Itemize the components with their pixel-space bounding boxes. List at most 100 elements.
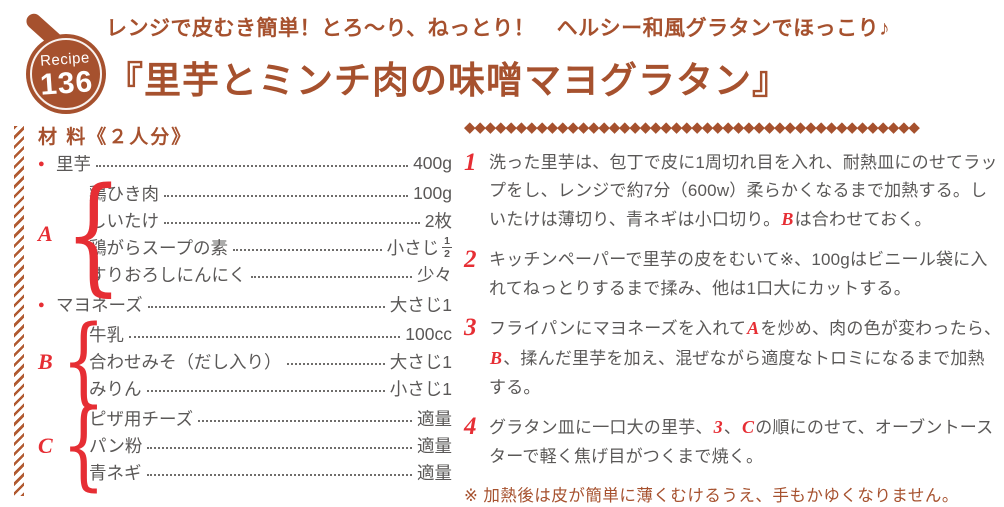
dotted-leader — [286, 363, 385, 365]
ingredient-name: 鶏ひき肉 — [89, 184, 159, 204]
ingredient-group-side: C{ — [38, 397, 105, 493]
ingredient-amount: 適量 — [417, 409, 452, 429]
bullet-icon: ● — [38, 298, 45, 311]
ingredient-row: みりん 小さじ1 — [89, 375, 452, 402]
step-text-segment: フライパンにマヨネーズを入れて — [489, 318, 747, 338]
badge-number: 136 — [39, 64, 95, 102]
ingredient-group: A{鶏ひき肉 100g しいたけ 2枚鶏がらスープの素 小さじ 1 2 すりおろしにんにく 少々 — [38, 171, 452, 298]
step-text: 洗った里芋は、包丁で皮に1周切れ目を入れ、耐熱皿にのせてラップをし、レンジで約7… — [489, 149, 1002, 235]
ingredients-section: 材 料《２人分》 ● 里芋 400g A{鶏ひき肉 100g しいたけ 2枚 鶏がらスープの素… — [14, 122, 452, 496]
step-text-segment: 、揉んだ里芋を加え、混ぜながら適度なトロミになるまで加熱する。 — [489, 348, 985, 397]
ingredient-amount: 100g — [413, 183, 452, 203]
recipe-tagline: レンジで皮むき簡単！とろ〜り、ねっとり！ ヘルシー和風グラタンでほっこり♪ — [106, 17, 891, 40]
step-text-segment: キッチンペーパーで里芋の皮をむいて※、100gはビニール袋に入れてねっとりするま… — [489, 250, 988, 298]
dotted-leader — [164, 195, 409, 197]
ingredient-amount: 100cc — [405, 324, 452, 344]
step-reference: C — [742, 416, 755, 437]
dotted-leader — [164, 222, 420, 224]
ingredient-amount: 大さじ1 — [389, 295, 452, 315]
dotted-leader — [147, 447, 412, 449]
recipe-step: 2 キッチンペーパーで里芋の皮をむいて※、100gはビニール袋に入れてねっとりする… — [464, 246, 1002, 302]
ingredient-name: 鶏がらスープの素 — [89, 238, 228, 258]
ingredient-amount: 適量 — [417, 436, 452, 456]
fraction-denominator: 2 — [442, 247, 452, 260]
diamond-divider-top: ◆◆◆◆◆◆◆◆◆◆◆◆◆◆◆◆◆◆◆◆◆◆◆◆◆◆◆◆◆◆◆◆◆◆◆◆◆◆◆◆… — [464, 120, 920, 136]
ingredient-name: すりおろしにんにく — [89, 265, 247, 285]
step-text-segment: を炒め、肉の色が変わったら、 — [760, 318, 1002, 338]
step-text: キッチンペーパーで里芋の皮をむいて※、100gはビニール袋に入れてねっとりするま… — [489, 246, 1002, 302]
recipe-step: 1 洗った里芋は、包丁で皮に1周切れ目を入れ、耐熱皿にのせてラップをし、レンジで約… — [464, 149, 1002, 235]
dotted-leader — [146, 390, 385, 392]
recipe-number-badge: Recipe 136 — [10, 2, 116, 118]
ingredient-row: 鶏がらスープの素 小さじ 1 2 — [89, 234, 452, 261]
step-reference: A — [747, 317, 760, 338]
ingredient-list: ● 里芋 400g A{鶏ひき肉 100g しいたけ 2枚 鶏がらスープの素 小さじ 1 2 すりおろ… — [38, 150, 452, 493]
ingredient-name: ピザ用チーズ — [89, 409, 194, 429]
recipe-step: 3 フライパンにマヨネーズを入れてAを炒め、肉の色が変わったら、 B、揉んだ里芋を加… — [464, 314, 1002, 402]
striped-border — [14, 126, 24, 496]
ingredient-group-rows: ピザ用チーズ 適量 パン粉 適量 青ネギ 適量 — [89, 405, 452, 486]
step-text-segment: グラタン皿に一口大の里芋、 — [489, 417, 713, 437]
step-text: フライパンにマヨネーズを入れてAを炒め、肉の色が変わったら、 B、揉んだ里芋を加え… — [489, 314, 1002, 402]
ingredient-amount: 大さじ1 — [389, 352, 452, 372]
steps-list: 1 洗った里芋は、包丁で皮に1周切れ目を入れ、耐熱皿にのせてラップをし、レンジで約… — [464, 149, 1002, 471]
step-text-segment: 、 — [723, 417, 742, 437]
brace-icon: { — [61, 305, 106, 417]
ingredient-name: 合わせみそ（だし入り） — [89, 352, 282, 372]
fraction-numerator: 1 — [444, 234, 450, 247]
ingredient-group-side: B{ — [38, 313, 105, 409]
brace-icon: { — [61, 389, 106, 501]
ingredient-name: パン粉 — [89, 436, 143, 456]
group-label: A — [38, 221, 53, 246]
ingredient-row: パン粉 適量 — [89, 432, 452, 459]
step-text-segment: の順にのせて、オーブントースターで軽く焦げ目がつくまで焼く。 — [489, 417, 994, 466]
ingredient-amount: 適量 — [417, 463, 452, 483]
dotted-leader — [198, 420, 412, 422]
step-number: 1 — [464, 149, 477, 176]
ingredient-amount: 400g — [413, 153, 452, 173]
footnote: ※ 加熱後は皮が簡単に薄くむけるうえ、手もかゆくなりません。 — [464, 486, 959, 505]
step-reference: B — [781, 209, 794, 230]
step-number: 2 — [464, 246, 477, 274]
ingredient-amount: 小さじ1 — [389, 379, 452, 399]
ingredient-row: ● マヨネーズ 大さじ1 — [38, 291, 452, 318]
badge-text: Recipe 136 — [23, 31, 108, 116]
step-number: 3 — [464, 313, 477, 341]
group-label: C — [38, 432, 53, 458]
dotted-leader — [129, 336, 401, 338]
bullet-icon: ● — [38, 157, 45, 170]
ingredient-row: すりおろしにんにく 少々 — [89, 261, 452, 288]
ingredient-row: 牛乳 100cc — [89, 321, 452, 348]
ingredient-row: ピザ用チーズ 適量 — [89, 405, 452, 432]
ingredient-group: C{ピザ用チーズ 適量 パン粉 適量 青ネギ 適量 — [38, 397, 452, 493]
badge-ring — [30, 38, 102, 110]
pan-icon: Recipe 136 — [26, 34, 106, 114]
dotted-leader — [147, 306, 385, 308]
step-text: グラタン皿に一口大の里芋、3、Cの順にのせて、オーブントースターで軽く焦げ目がつ… — [489, 413, 1002, 471]
ingredient-row: 合わせみそ（だし入り） 大さじ1 — [89, 348, 452, 375]
ingredient-group-side: A{ — [38, 171, 122, 298]
ingredient-name: マヨネーズ — [56, 295, 143, 315]
ingredient-group-rows: 鶏ひき肉 100g しいたけ 2枚鶏がらスープの素 小さじ 1 2 すりおろしにんにく 少々 — [89, 180, 452, 288]
instructions-section: ◆◆◆◆◆◆◆◆◆◆◆◆◆◆◆◆◆◆◆◆◆◆◆◆◆◆◆◆◆◆◆◆◆◆◆◆◆◆◆◆… — [464, 120, 1002, 507]
ingredients-heading: 材 料《２人分》 — [38, 127, 193, 148]
step-text-segment: 洗った里芋は、包丁で皮に1周切れ目を入れ、耐熱皿にのせてラップをし、レンジで約7… — [489, 153, 998, 230]
step-text-segment: は合わせておく。 — [794, 210, 932, 230]
ingredient-group-rows: 牛乳 100cc 合わせみそ（だし入り） 大さじ1 みりん 小さじ1 — [89, 321, 452, 402]
dotted-leader — [96, 165, 409, 167]
ingredient-name: 里芋 — [56, 154, 91, 174]
ingredient-row: しいたけ 2枚 — [89, 207, 452, 234]
dotted-leader — [232, 249, 382, 251]
ingredient-row: 青ネギ 適量 — [89, 459, 452, 486]
step-reference: B — [490, 347, 503, 368]
ingredient-name: みりん — [89, 379, 142, 399]
ingredient-amount: 2枚 — [424, 211, 452, 231]
dotted-leader — [146, 474, 412, 476]
ingredient-amount: 少々 — [417, 265, 452, 285]
ingredient-name: 青ネギ — [89, 463, 142, 483]
ingredient-amount: 小さじ 1 2 — [386, 234, 452, 260]
ingredient-row: 鶏ひき肉 100g — [89, 180, 452, 207]
ingredient-row: ● 里芋 400g — [38, 150, 452, 177]
